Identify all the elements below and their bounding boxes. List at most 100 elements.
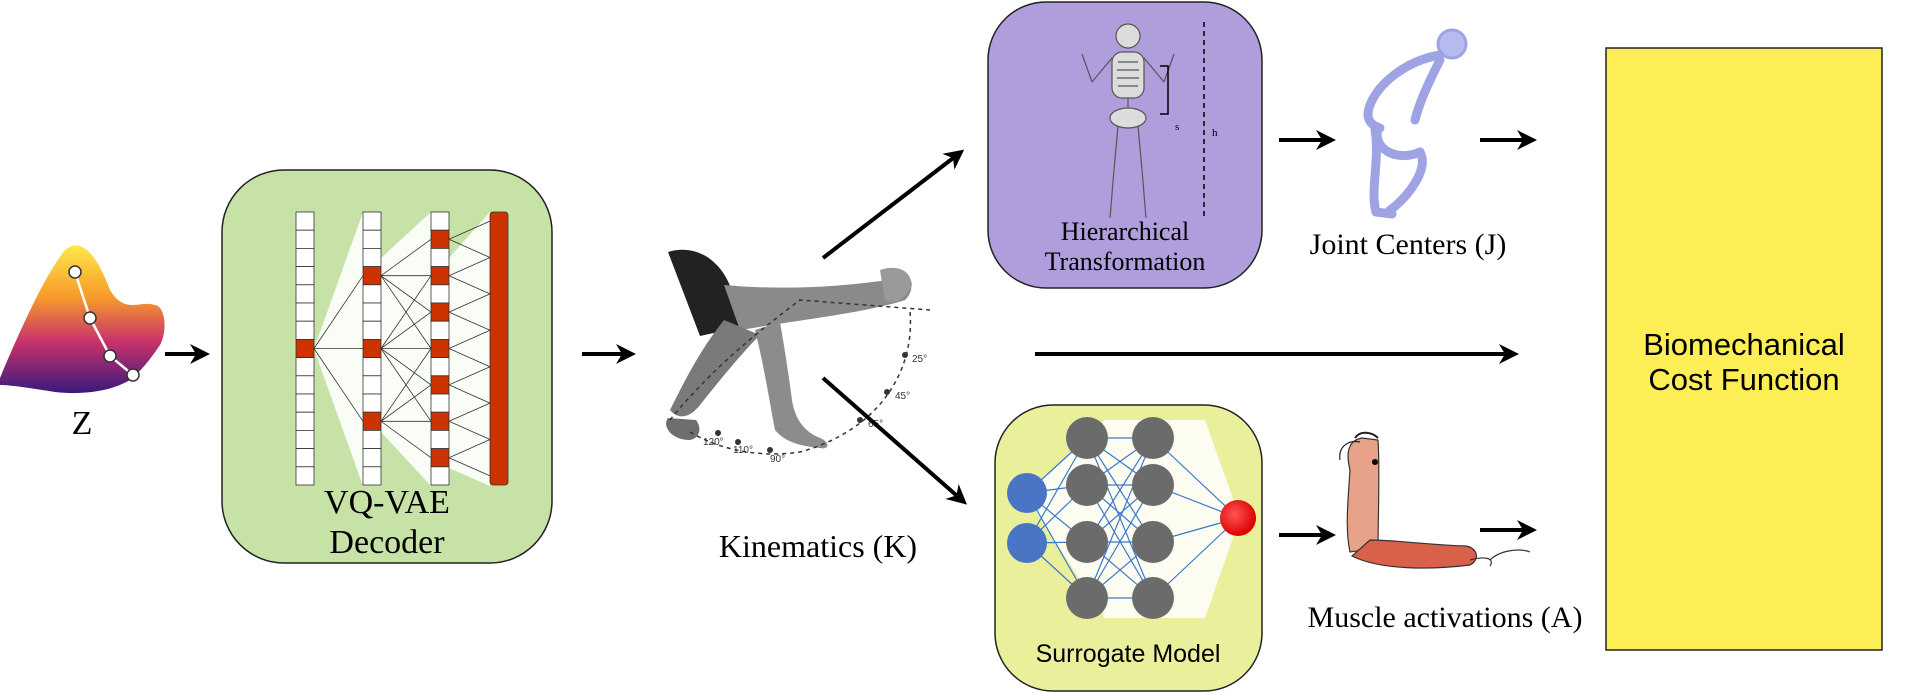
input-node [1007,473,1047,513]
decoder-edge [380,420,432,459]
decoder-label-line2: Decoder [329,524,445,561]
hierarchical-label-line1: Hierarchical [1060,217,1190,246]
decoder-edge [448,311,491,331]
decoder-cell [362,375,382,395]
decoder-cell [362,393,382,413]
decoder-cell [295,338,315,358]
decoder-edge [448,366,491,386]
decoder-wedge [449,212,490,486]
decoder-cell [295,393,315,413]
decoder-cell [295,466,315,486]
decoder-edge [448,439,491,459]
decoder-edge [448,329,491,349]
angle-label: 90° [770,454,785,465]
decoder-cell [430,266,450,286]
muscle-arm-icon [1339,431,1531,569]
hierarchical-label-line2: Transformation [1044,247,1206,276]
hidden-node [1132,417,1174,459]
hidden-node [1066,577,1108,619]
surrogate-label: Surrogate Model [1035,640,1221,668]
decoder-cell [295,375,315,395]
joint-centers-figure-icon [1363,28,1468,219]
decoder-cell [430,211,450,231]
skeleton-h-label: h [1212,127,1218,139]
s-bracket [1160,65,1169,115]
decoder-cell [430,466,450,486]
leg-kinematics-icon [666,249,931,455]
decoder-cell [295,284,315,304]
decoder-edge [380,384,432,422]
decoder-cell [430,448,450,468]
angle-label: 120° [703,437,724,448]
angle-label: 45° [895,391,910,402]
decoder-edge [380,238,432,277]
decoder-cell [430,284,450,304]
decoder-edge [380,348,432,422]
arrow-kinematics-to-surrogate [821,376,968,505]
output-node [1220,500,1256,536]
decoder-edge [448,420,491,440]
decoder-cell [362,266,382,286]
muscle-label: Muscle activations (A) [1307,601,1583,634]
decoder-cell [430,429,450,449]
decoder-network-diagram [295,211,509,486]
decoder-cell [295,320,315,340]
surrogate-edge [1086,484,1154,599]
surrogate-edge [1086,437,1154,599]
cost-function-box [1605,47,1883,651]
decoder-cell [362,229,382,249]
angle-label: 110° [733,445,753,456]
decoder-label-line1: VQ-VAE [324,484,450,521]
decoder-cell [362,284,382,304]
decoder-output-column [489,211,509,486]
decoder-cell [295,266,315,286]
decoder-wedge [314,212,363,486]
hidden-node [1132,464,1174,506]
decoder-edge [448,384,491,404]
hierarchical-box [987,1,1263,289]
decoder-edge [380,311,432,349]
decoder-cell [362,357,382,377]
decoder-cell [430,247,450,267]
decoder-cell [362,320,382,340]
decoder-cell [430,338,450,358]
skeleton-s-label: s [1175,121,1179,133]
decoder-edge [448,402,491,422]
decoder-cell [295,448,315,468]
hidden-node [1132,577,1174,619]
kinematics-label: Kinematics (K) [718,528,918,564]
decoder-cell [362,302,382,322]
decoder-cell [362,466,382,486]
decoder-cell [362,338,382,358]
decoder-cell [430,375,450,395]
decoder-cell [430,302,450,322]
decoder-cell [295,247,315,267]
skeleton-icon [1081,23,1175,219]
angle-label: 25° [912,354,927,365]
decoder-cell [295,229,315,249]
hidden-node [1066,521,1108,563]
joint-centers-label: Joint Centers (J) [1309,228,1507,261]
latent-surface-icon [0,245,165,394]
decoder-edge [380,348,432,386]
decoder-edge [448,275,491,295]
hidden-node [1132,521,1174,563]
cost-label-line1: Biomechanical [1643,327,1845,362]
decoder-cell [430,393,450,413]
decoder-cell [362,247,382,267]
decoder-cell [295,411,315,431]
decoder-edge [313,348,364,422]
decoder-cell [362,448,382,468]
surrogate-network-diagram [1007,417,1256,619]
decoder-cell [295,357,315,377]
decoder-cell [362,211,382,231]
input-node [1007,523,1047,563]
hidden-node [1066,464,1108,506]
decoder-cell [362,411,382,431]
arrow-kinematics-to-hierarchical [821,149,965,260]
decoder-edge [448,257,491,277]
decoder-cell [362,429,382,449]
decoder-edge [448,293,491,313]
decoder-edge [448,457,491,477]
